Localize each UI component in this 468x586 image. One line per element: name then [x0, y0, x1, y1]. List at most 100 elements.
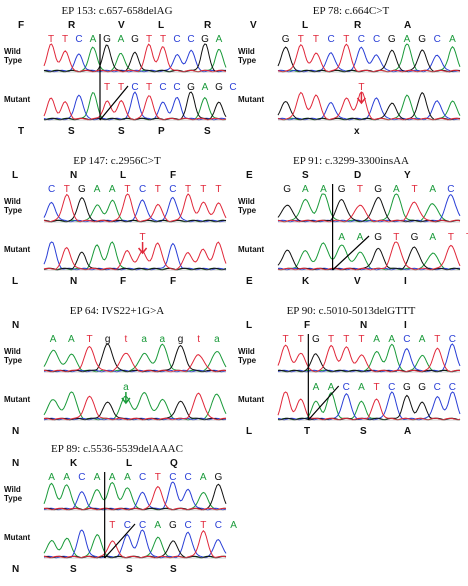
- wildtype-base: C: [173, 34, 180, 45]
- mutant-base: A: [328, 382, 335, 393]
- aa-mutant-label: L: [12, 276, 18, 287]
- aa-wildtype-label: N: [70, 170, 77, 181]
- mutant-base: C: [229, 82, 236, 93]
- wildtype-base: A: [429, 184, 436, 195]
- wildtype-row-label: Wild Type: [238, 347, 257, 365]
- mutant-base: T: [146, 82, 152, 93]
- mutant-base: G: [215, 82, 223, 93]
- aa-mutant-label: L: [246, 426, 252, 437]
- panel-title: EP 90: c.5010-5013delGTTT: [287, 305, 416, 317]
- mutant-base: A: [202, 82, 209, 93]
- aa-mutant-label: F: [170, 276, 176, 287]
- wildtype-trace-t: [277, 43, 461, 73]
- wildtype-trace-t: [277, 201, 461, 223]
- aa-mutant-label: S: [170, 564, 177, 575]
- mutant-base: G: [411, 232, 419, 243]
- mutant-trace-t: [43, 392, 227, 421]
- wildtype-trace-t: [43, 345, 227, 373]
- aa-mutant-label: N: [12, 564, 19, 575]
- wildtype-trace-g: [277, 46, 461, 73]
- wildtype-base: A: [90, 34, 97, 45]
- mutant-base: C: [388, 382, 395, 393]
- aa-wildtype-label: V: [118, 20, 125, 31]
- wildtype-trace-t: [43, 193, 227, 223]
- wildtype-base: A: [118, 34, 125, 45]
- aa-wildtype-label: F: [304, 320, 310, 331]
- aa-wildtype-label: F: [170, 170, 176, 181]
- wildtype-base: G: [418, 34, 426, 45]
- frameshift-diagonal: [99, 85, 129, 121]
- mutant-base: G: [418, 382, 426, 393]
- mutant-trace-t: [43, 530, 227, 559]
- aa-mutant-label: E: [246, 276, 253, 287]
- aa-wildtype-label: I: [404, 320, 407, 331]
- wildtype-base: C: [187, 34, 194, 45]
- wildtype-base: C: [447, 184, 454, 195]
- aa-wildtype-label: A: [404, 20, 411, 31]
- mutant-row-label: Mutant: [238, 245, 265, 254]
- wildtype-base: T: [86, 334, 92, 345]
- wildtype-base: T: [160, 34, 166, 45]
- mutant-trace-g: [43, 400, 227, 421]
- wildtype-base: T: [298, 34, 304, 45]
- frameshift-diagonal: [332, 235, 370, 271]
- wildtype-base: t: [125, 334, 128, 345]
- mutant-row-label: Mutant: [4, 395, 31, 404]
- aa-mutant-label: K: [302, 276, 310, 287]
- mutant-base: A: [313, 382, 320, 393]
- panel-title: EP 91: c.3299-3300insAA: [293, 155, 409, 167]
- mutant-base: A: [154, 520, 161, 531]
- frameshift-diagonal: [104, 523, 136, 559]
- aa-mutant-label: S: [126, 564, 133, 575]
- wildtype-base: G: [374, 184, 382, 195]
- mutant-base: C: [131, 82, 138, 93]
- wildtype-base: T: [343, 334, 349, 345]
- wildtype-base: T: [215, 184, 221, 195]
- aa-mutant-label: S: [70, 564, 77, 575]
- wildtype-row-label: Wild Type: [4, 197, 23, 215]
- aa-mutant-label: S: [118, 126, 125, 137]
- wildtype-base: A: [449, 34, 456, 45]
- wildtype-base: T: [48, 34, 54, 45]
- wildtype-base: A: [216, 34, 223, 45]
- aa-wildtype-label: R: [68, 20, 76, 31]
- mutant-base: A: [338, 232, 345, 243]
- wildtype-base: G: [215, 472, 223, 483]
- mutant-base: C: [173, 82, 180, 93]
- wildtype-base: C: [139, 472, 146, 483]
- wildtype-base: A: [404, 34, 411, 45]
- wildtype-base: T: [146, 34, 152, 45]
- wildtype-base: T: [283, 334, 289, 345]
- wildtype-base: T: [200, 184, 206, 195]
- wildtype-base: T: [328, 334, 334, 345]
- aa-wildtype-label: S: [302, 170, 309, 181]
- mutant-trace-a: [43, 391, 227, 421]
- aa-wildtype-label: N: [360, 320, 367, 331]
- wildtype-row-label: Wild Type: [4, 347, 23, 365]
- mutant-base: C: [124, 520, 131, 531]
- aa-mutant-label: F: [120, 276, 126, 287]
- wildtype-trace-t: [43, 43, 227, 73]
- wildtype-base: C: [139, 184, 146, 195]
- mutant-row-label: Mutant: [238, 395, 265, 404]
- panel-title: EP 153: c.657-658delAG: [61, 5, 172, 17]
- wildtype-base: C: [434, 34, 441, 45]
- wildtype-base: A: [200, 472, 207, 483]
- wildtype-base: A: [109, 472, 116, 483]
- wildtype-base: C: [449, 334, 456, 345]
- wildtype-base: C: [358, 34, 365, 45]
- aa-wildtype-label: V: [250, 20, 257, 31]
- aa-wildtype-label: R: [354, 20, 362, 31]
- mutant-base: A: [358, 382, 365, 393]
- mutant-trace-a: [277, 242, 461, 271]
- wildtype-base: T: [357, 184, 363, 195]
- mutant-trace-g: [43, 251, 227, 271]
- mutant-base: A: [230, 520, 237, 531]
- aa-mutant-label: N: [70, 276, 77, 287]
- wildtype-base: A: [50, 334, 57, 345]
- wildtype-base: A: [124, 472, 131, 483]
- mutant-base: C: [449, 382, 456, 393]
